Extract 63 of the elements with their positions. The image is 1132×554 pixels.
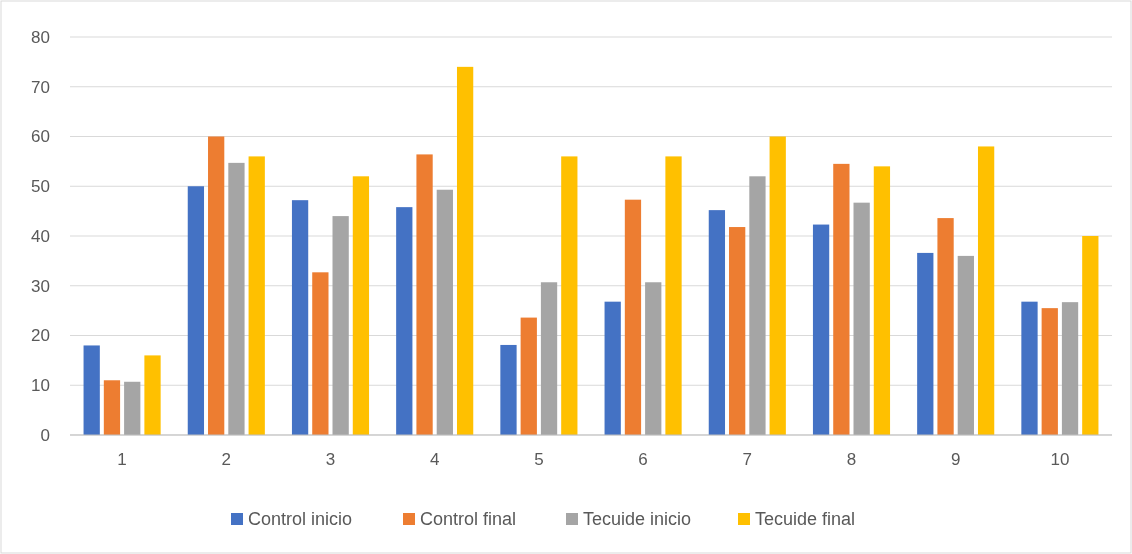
bar — [436, 189, 453, 435]
bar — [977, 146, 995, 435]
x-tick-label: 10 — [1050, 450, 1070, 469]
bar — [456, 66, 474, 435]
bar — [604, 301, 621, 435]
bar — [540, 282, 558, 435]
x-tick-label: 5 — [534, 450, 544, 469]
bar — [396, 207, 413, 435]
x-tick-label: 7 — [742, 450, 753, 469]
x-tick-label: 6 — [638, 450, 648, 469]
bar — [83, 345, 100, 435]
x-tick-label: 1 — [117, 450, 127, 469]
bar — [561, 156, 578, 435]
bar — [645, 282, 662, 435]
bar — [312, 272, 329, 435]
bar — [500, 344, 517, 435]
legend-label: Control final — [420, 509, 517, 530]
bar — [103, 380, 121, 435]
x-tick-label: 3 — [325, 450, 336, 469]
y-tick-label: 20 — [31, 326, 50, 346]
bar — [1021, 301, 1038, 435]
y-tick-label: 80 — [31, 27, 50, 47]
bar — [769, 136, 786, 435]
bar — [853, 202, 870, 435]
bar — [208, 136, 225, 435]
bar — [1041, 308, 1058, 435]
y-tick-label: 10 — [31, 376, 50, 396]
bar — [812, 224, 830, 435]
bar — [937, 218, 954, 435]
bar — [665, 156, 682, 435]
bar — [124, 381, 141, 435]
x-tick-label: 9 — [950, 450, 961, 469]
y-tick-label: 60 — [31, 127, 50, 147]
legend-label: Tecuide inicio — [583, 509, 692, 530]
bar — [520, 317, 537, 435]
bar — [873, 166, 891, 435]
bar — [248, 156, 265, 435]
bar — [708, 210, 726, 435]
bar — [749, 176, 766, 435]
bar — [1061, 302, 1079, 435]
x-tick-label: 4 — [429, 450, 440, 469]
bar — [291, 200, 309, 435]
x-tick-label: 8 — [846, 450, 857, 469]
bar — [187, 186, 205, 435]
bar — [1082, 236, 1099, 435]
bar — [144, 355, 161, 435]
legend-label: Control inicio — [248, 509, 353, 530]
bar — [352, 176, 370, 435]
y-tick-label: 70 — [31, 77, 50, 97]
bar — [416, 154, 433, 435]
legend-label: Tecuide final — [755, 509, 856, 530]
bar — [833, 163, 850, 435]
y-tick-label: 0 — [40, 425, 50, 445]
bar — [957, 255, 974, 435]
bar — [228, 162, 245, 435]
bar — [624, 199, 642, 435]
x-tick-label: 2 — [221, 450, 232, 469]
bar — [729, 227, 746, 435]
y-tick-label: 50 — [31, 177, 50, 197]
bar — [332, 216, 349, 435]
y-tick-label: 40 — [31, 226, 50, 246]
bar — [917, 252, 934, 435]
y-tick-label: 30 — [31, 276, 50, 296]
